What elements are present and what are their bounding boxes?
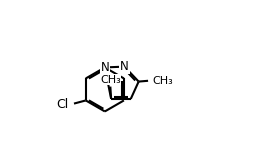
Text: N: N (100, 61, 109, 74)
Text: CH₃: CH₃ (152, 76, 173, 86)
Text: CH₃: CH₃ (100, 75, 121, 85)
Text: Cl: Cl (56, 98, 68, 111)
Text: N: N (120, 60, 129, 73)
